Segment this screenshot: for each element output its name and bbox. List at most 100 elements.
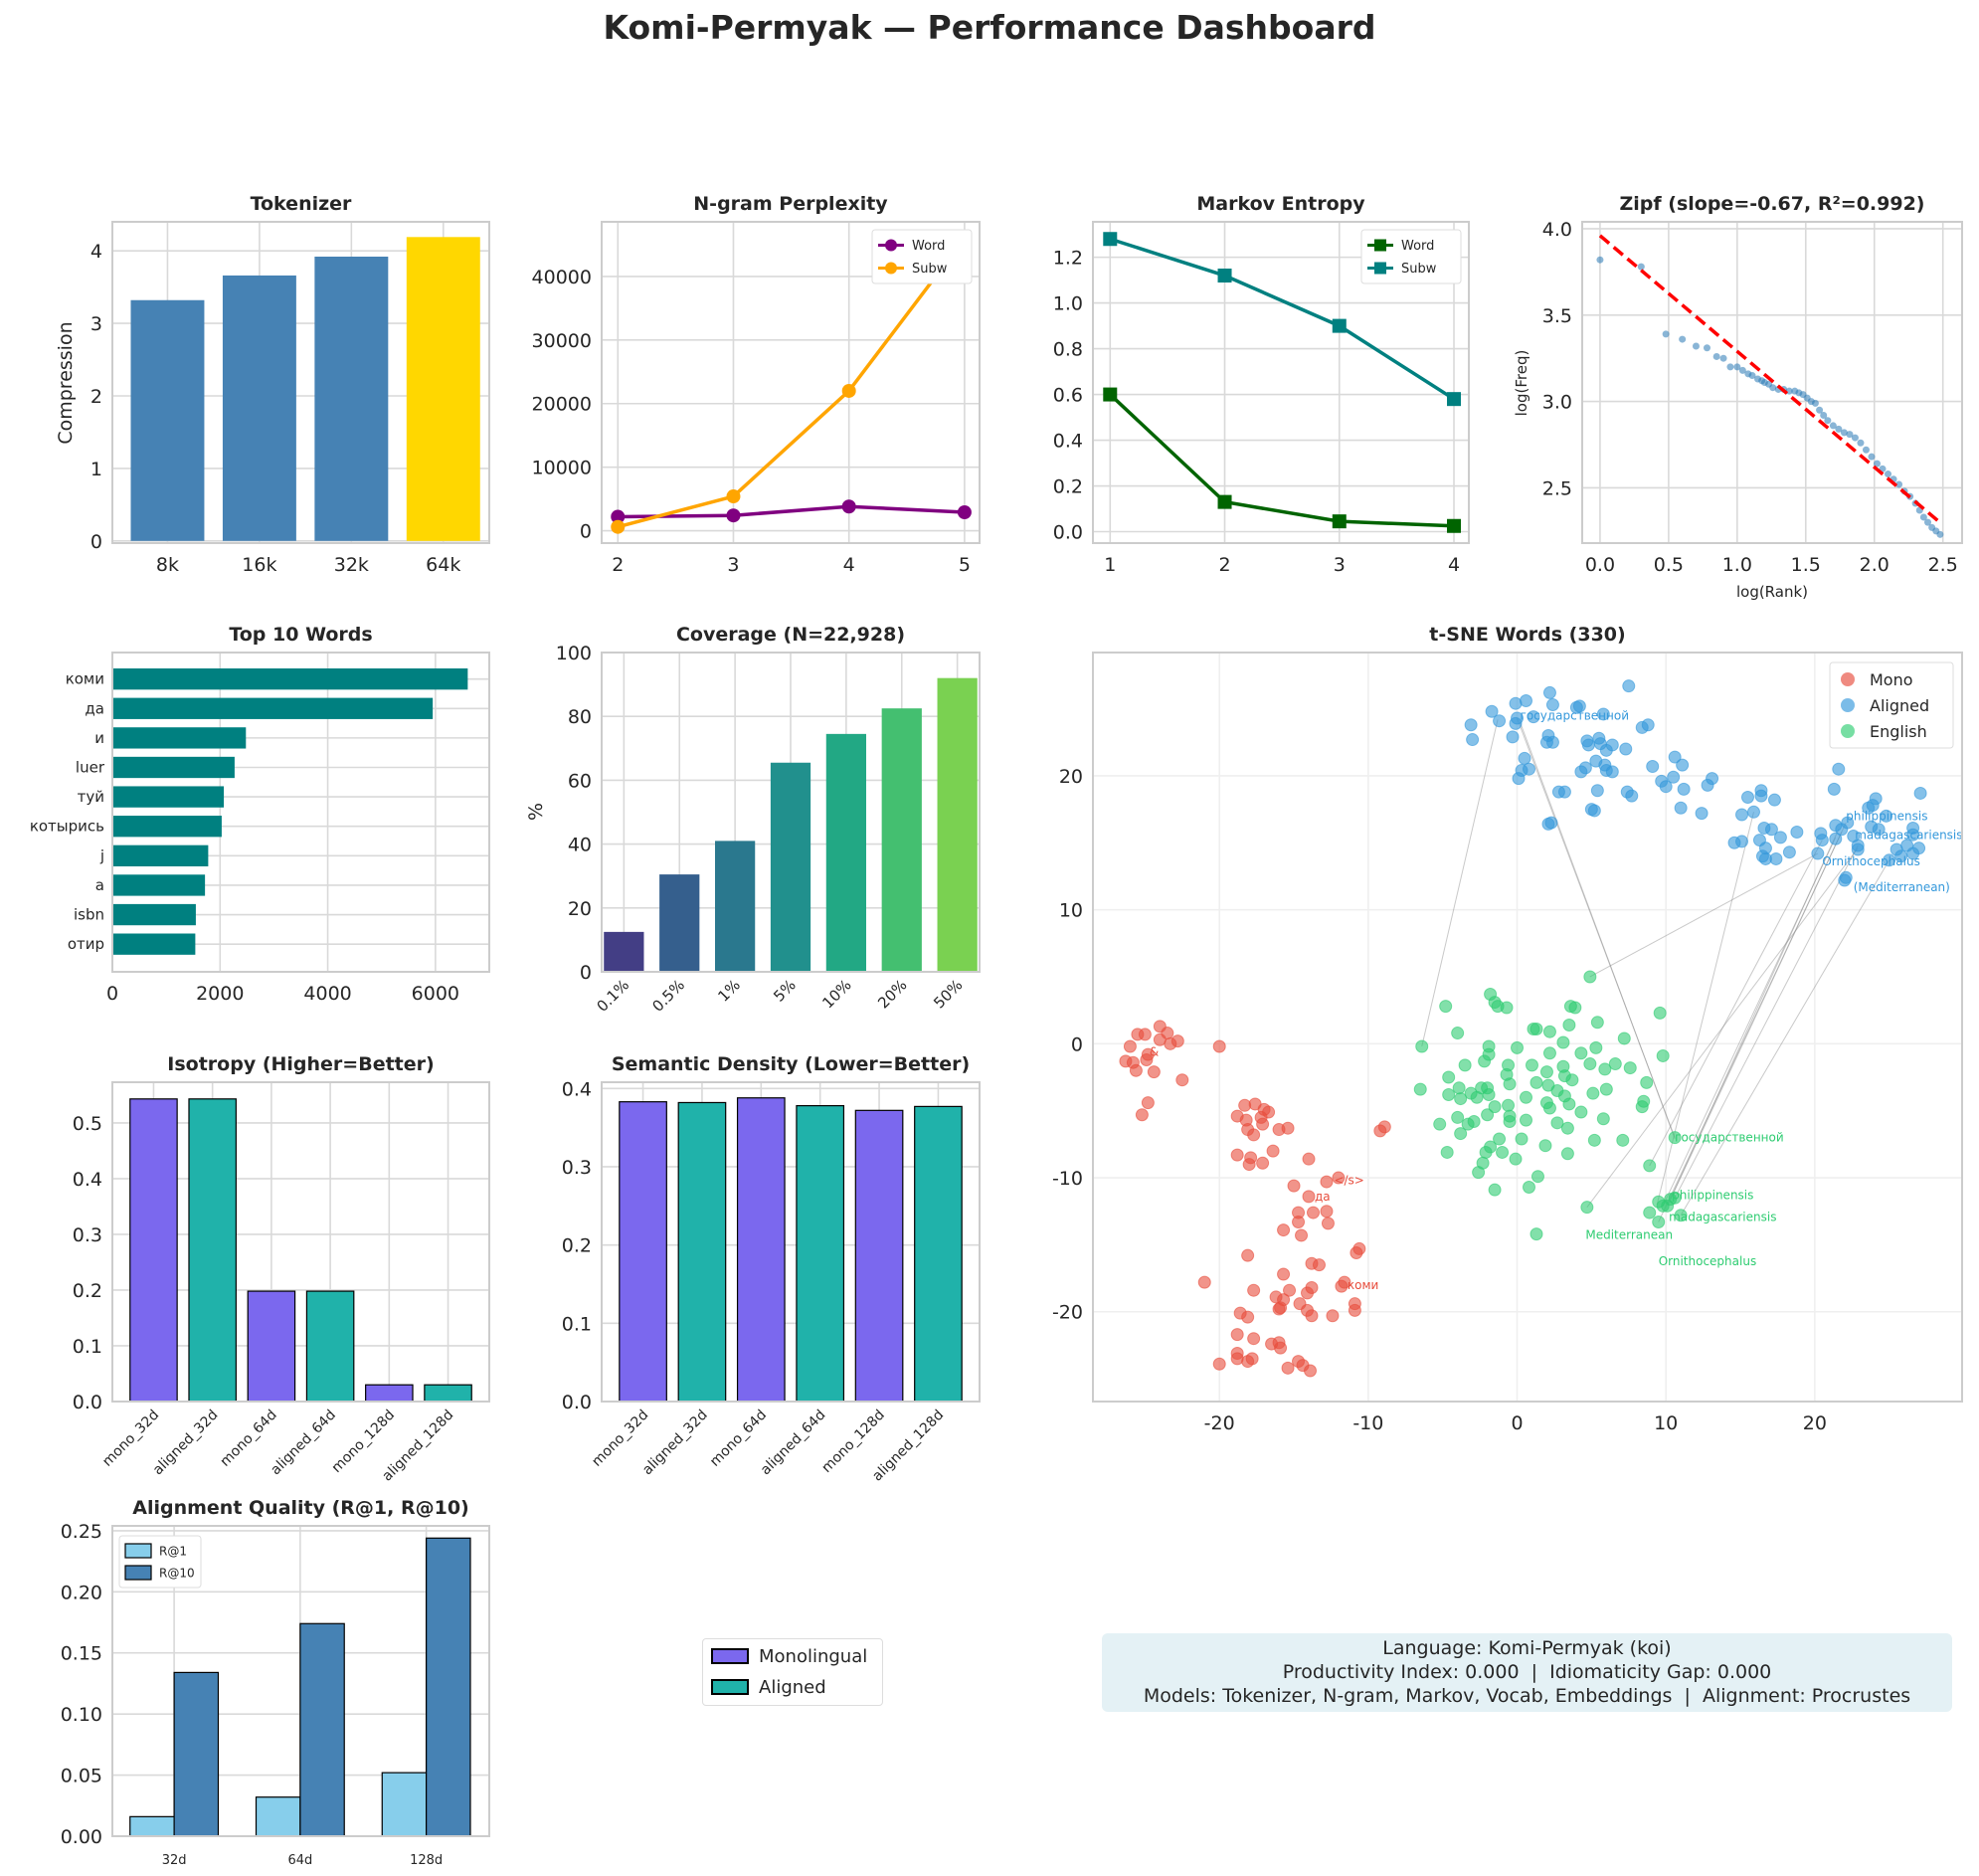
tsne-point-mono	[1274, 1341, 1288, 1355]
tsne-point-mono	[1123, 1039, 1137, 1053]
tsne-word-label: да	[1315, 1190, 1331, 1204]
tsne-point-english	[1643, 1206, 1657, 1219]
legend-marker	[885, 262, 897, 275]
zipf-point	[1703, 344, 1710, 352]
tsne-point-mono	[1247, 1332, 1261, 1346]
tsne-point-english	[1520, 1090, 1533, 1104]
y-tick-label: 1.0	[1053, 293, 1083, 315]
y-axis-label: %	[525, 803, 547, 821]
x-tick-label: 128d	[410, 1853, 443, 1868]
bar-aligned_128d	[424, 1384, 472, 1403]
y-tick-label: 0.0	[73, 1392, 102, 1413]
tsne-word-label: (Mediterranean)	[1854, 880, 1950, 894]
alignment-link	[1520, 721, 1676, 1140]
tsne-point-english	[1565, 1073, 1579, 1087]
tsne-point-aligned	[1581, 738, 1595, 752]
data-point	[1447, 518, 1462, 533]
tsne-point-aligned	[1872, 823, 1886, 837]
x-tick-label: 0.5	[1654, 554, 1684, 576]
y-tick-label: 0.4	[562, 1078, 592, 1100]
x-tick-label: mono_32d	[589, 1407, 651, 1470]
tsne-point-mono	[1242, 1158, 1256, 1172]
chart-zipf: Zipf (slope=-0.67, R²=0.992) 2.5 3.0 3.5 4.0…	[1513, 193, 1963, 601]
tsne-point-aligned	[1764, 823, 1778, 837]
tsne-point-mono	[1377, 1120, 1391, 1134]
alignment-link	[1658, 822, 1847, 1222]
legend-label: Subw	[912, 262, 948, 277]
tsne-point-english	[1472, 1166, 1486, 1180]
tsne-point-aligned	[1512, 772, 1526, 786]
tsne-word-label: Ornithocephalus	[1659, 1254, 1757, 1268]
tsne-point-english	[1461, 1117, 1475, 1131]
alignment-link	[1674, 844, 1859, 1199]
tsne-point-english	[1413, 1082, 1427, 1096]
tsne-point-mono	[1241, 1248, 1255, 1262]
chart-title: t-SNE Words (330)	[1429, 624, 1625, 646]
y-tick-label: 1	[90, 459, 102, 480]
chart-markov: Markov Entropy 0.0 0.2 0.4 0.6 0.8 1.0 1.2 1 2 3 4 W…	[1053, 193, 1470, 576]
zipf-point	[1769, 384, 1777, 392]
y-tick-label: 0.3	[562, 1157, 592, 1179]
y-tick-label: 0.4	[1053, 431, 1083, 453]
y-tick-label: 0.8	[1053, 339, 1083, 361]
y-tick-label: -20	[1052, 1302, 1083, 1324]
zipf-point	[1816, 406, 1824, 414]
y-tick-label: 2.5	[1542, 477, 1572, 499]
tsne-point-aligned	[1815, 834, 1829, 847]
tsne-point-aligned	[1542, 685, 1556, 699]
zipf-point	[1857, 439, 1865, 447]
y-tick-label: 100	[556, 643, 592, 664]
tsne-point-english	[1530, 1170, 1544, 1184]
zipf-point	[1924, 518, 1932, 526]
tsne-point-aligned	[1545, 735, 1559, 749]
tsne-point-english	[1589, 1040, 1603, 1054]
tsne-point-aligned	[1894, 849, 1908, 863]
chart-title: Markov Entropy	[1196, 193, 1365, 215]
x-tick-label: 20	[1803, 1412, 1827, 1434]
bar-r@10	[299, 1622, 345, 1837]
alignment-link	[1662, 837, 1837, 1207]
tsne-point-english	[1458, 1058, 1472, 1072]
tsne-point-english	[1643, 1159, 1657, 1173]
bar-50%	[937, 677, 978, 972]
legend-marker	[1841, 724, 1855, 738]
tsne-point-mono	[1247, 1283, 1261, 1297]
tsne-point-mono	[1320, 1175, 1334, 1189]
legend-label: Aligned	[759, 1676, 826, 1698]
tsne-point-aligned	[1544, 816, 1558, 830]
zipf-point	[1748, 372, 1756, 380]
tsne-point-english	[1529, 1075, 1543, 1089]
tsne-point-mono	[1140, 1053, 1154, 1067]
tsne-point-english	[1674, 1209, 1688, 1222]
series-line-subw	[617, 237, 967, 529]
bar-word	[112, 667, 468, 690]
bar-r@1	[129, 1815, 175, 1837]
legend-label: Word	[912, 239, 945, 254]
chart-tokenizer: Tokenizer 0 1 2 3 4 8k 16k 32k 64k Compression	[55, 193, 490, 576]
tsne-point-mono	[1295, 1228, 1309, 1242]
x-tick-label: 2000	[196, 983, 244, 1005]
bar-8k	[130, 299, 205, 541]
tsne-point-english	[1452, 1081, 1466, 1095]
y-tick-label: да	[85, 699, 104, 717]
zipf-point	[1733, 363, 1741, 371]
tsne-point-aligned	[1674, 801, 1688, 815]
tsne-point-english	[1635, 1100, 1649, 1114]
tsne-point-aligned	[1790, 826, 1804, 840]
tsne-word-label: Mediterranean	[1585, 1228, 1673, 1242]
tsne-point-aligned	[1829, 832, 1843, 845]
tsne-point-english	[1608, 1057, 1622, 1071]
tsne-point-english	[1574, 1105, 1588, 1119]
x-tick-label: 5%	[770, 976, 800, 1006]
tsne-point-english	[1451, 1110, 1465, 1124]
tsne-point-english	[1520, 1113, 1533, 1127]
tsne-point-mono	[1170, 1034, 1184, 1048]
y-tick-label: 0.3	[73, 1224, 102, 1246]
alignment-link	[1649, 840, 1823, 1167]
tsne-point-mono	[1197, 1275, 1211, 1289]
bar-mono_128d	[854, 1109, 904, 1403]
tsne-point-mono	[1305, 1309, 1319, 1323]
chart-title: Tokenizer	[251, 193, 352, 215]
zipf-point	[1596, 256, 1604, 264]
summary-info-box: Language: Komi-Permyak (koi) Productivit…	[1102, 1633, 1952, 1712]
